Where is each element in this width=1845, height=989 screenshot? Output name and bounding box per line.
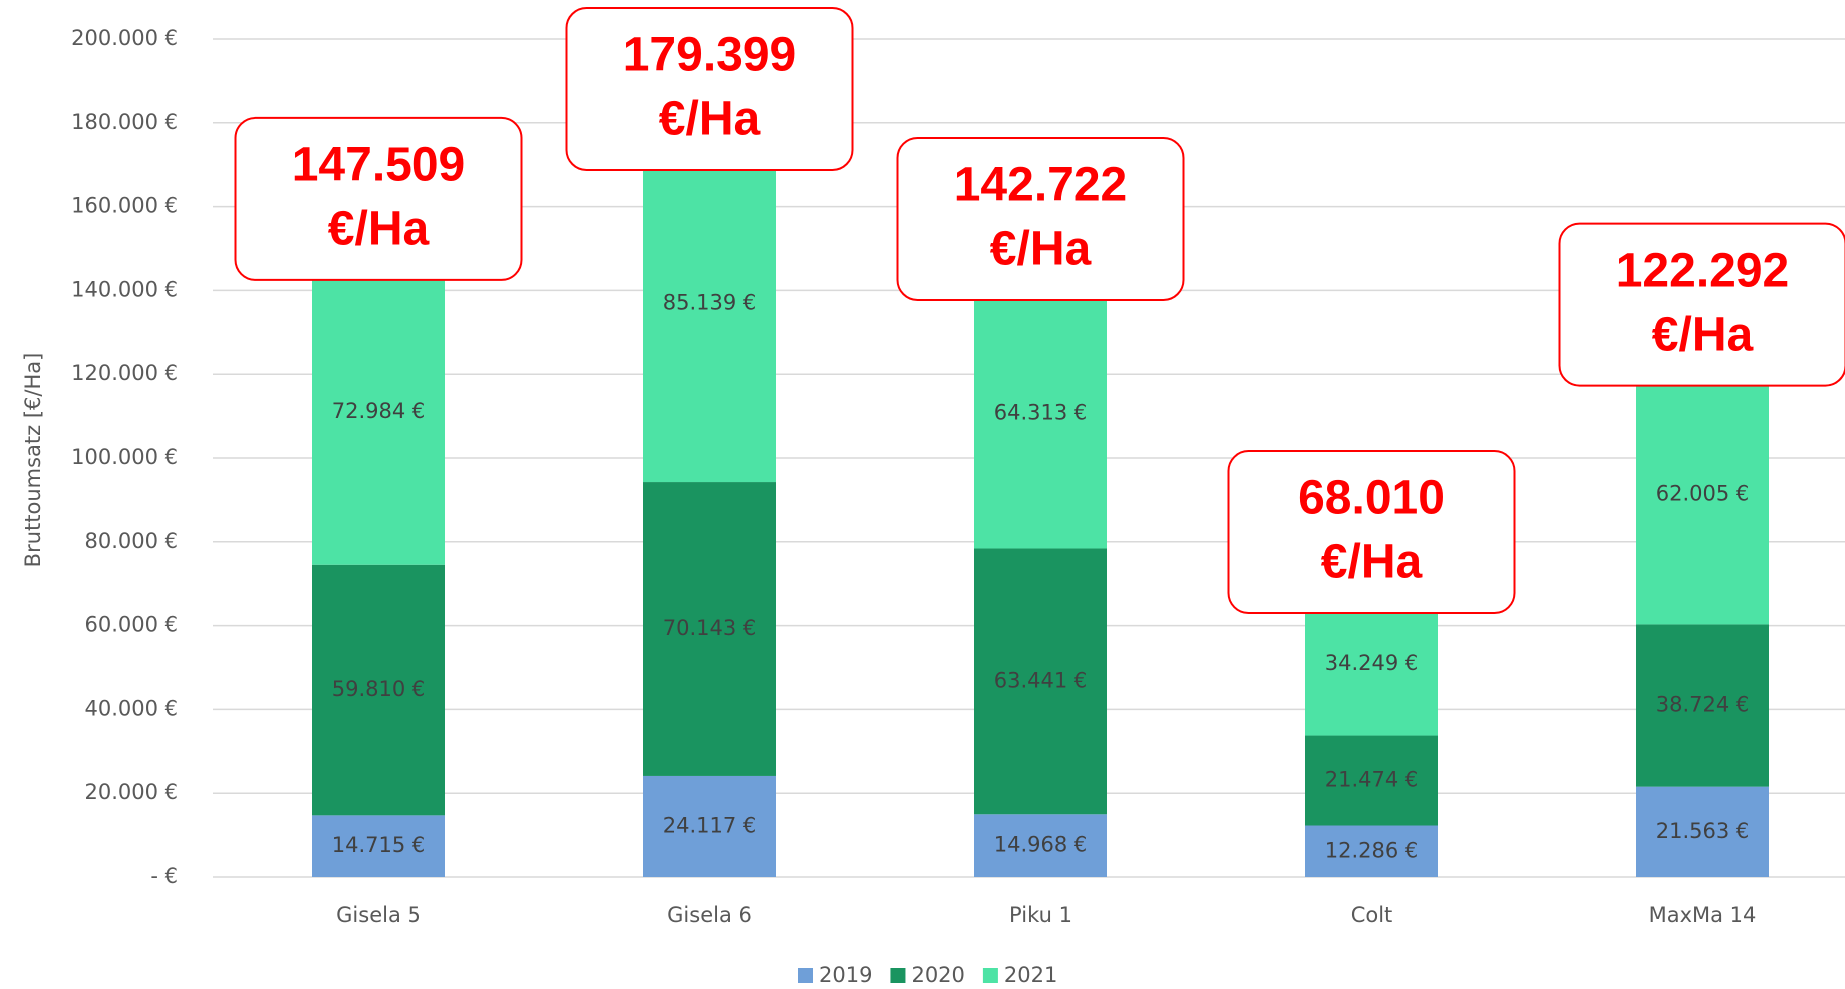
data-label: 34.249 € <box>1325 651 1419 675</box>
y-tick-label: - € <box>150 864 178 888</box>
data-label: 21.563 € <box>1656 819 1750 843</box>
bar-segment <box>1305 592 1438 736</box>
data-label: 14.968 € <box>994 833 1088 857</box>
total-label: 179.399 <box>623 29 797 82</box>
total-box <box>565 7 854 171</box>
y-tick-label: 140.000 € <box>71 277 178 301</box>
legend-swatch <box>798 968 813 983</box>
x-tick-label: MaxMa 14 <box>1649 903 1757 927</box>
bar-segment <box>312 815 445 877</box>
bar-segment <box>974 814 1107 877</box>
total-box <box>1558 222 1845 387</box>
legend-swatch <box>890 968 906 983</box>
bar-segment <box>1305 735 1438 826</box>
total-label: 122.292 <box>1616 244 1790 297</box>
data-label: 70.143 € <box>663 616 757 640</box>
y-tick-label: 160.000 € <box>71 194 178 218</box>
y-tick-label: 200.000 € <box>71 26 178 50</box>
y-tick-label: 100.000 € <box>71 445 178 469</box>
bar-segment <box>1305 825 1438 877</box>
y-tick-label: 40.000 € <box>84 696 178 720</box>
y-axis-title: Bruttoumsatz [€/Ha] <box>21 353 45 568</box>
legend-swatch <box>982 968 998 983</box>
bar-segment <box>1636 364 1769 625</box>
total-box <box>896 136 1185 301</box>
data-label: 85.139 € <box>663 291 757 315</box>
bar-segment <box>643 482 776 776</box>
data-label: 62.005 € <box>1656 481 1750 505</box>
data-label: 63.441 € <box>994 668 1088 692</box>
legend-label: 2019 <box>819 963 872 987</box>
bar-segment <box>1636 624 1769 787</box>
data-label: 64.313 € <box>994 401 1088 425</box>
x-tick-label: Gisela 5 <box>336 903 421 927</box>
data-label: 12.286 € <box>1325 838 1419 862</box>
total-unit: €/Ha <box>1321 536 1423 589</box>
y-tick-label: 60.000 € <box>84 613 178 637</box>
total-unit: €/Ha <box>328 203 430 256</box>
x-tick-label: Piku 1 <box>1009 903 1072 927</box>
data-label: 59.810 € <box>332 677 426 701</box>
total-box <box>234 116 523 281</box>
data-label: 72.984 € <box>332 399 426 423</box>
bar-segment <box>312 258 445 565</box>
y-tick-label: 180.000 € <box>71 110 178 134</box>
legend-label: 2021 <box>1004 963 1057 987</box>
total-label: 142.722 <box>954 159 1128 212</box>
legend-label: 2020 <box>911 963 964 987</box>
bar-segment <box>643 125 776 483</box>
total-box <box>1227 450 1516 615</box>
y-tick-label: 120.000 € <box>71 361 178 385</box>
data-label: 14.715 € <box>332 833 426 857</box>
bar-segment <box>974 548 1107 815</box>
data-label: 38.724 € <box>1656 693 1750 717</box>
bar-segment <box>1636 786 1769 877</box>
total-unit: €/Ha <box>659 93 761 146</box>
bar-segment <box>974 278 1107 549</box>
total-label: 68.010 <box>1298 472 1445 525</box>
y-tick-label: 20.000 € <box>84 780 178 804</box>
y-tick-label: 80.000 € <box>84 529 178 553</box>
total-unit: €/Ha <box>990 223 1092 276</box>
data-label: 24.117 € <box>663 813 757 837</box>
data-label: 21.474 € <box>1325 768 1419 792</box>
x-tick-label: Gisela 6 <box>667 903 752 927</box>
bar-segment <box>312 564 445 816</box>
total-label: 147.509 <box>292 139 466 192</box>
total-unit: €/Ha <box>1652 308 1754 361</box>
bar-segment <box>643 775 776 877</box>
x-tick-label: Colt <box>1351 903 1393 927</box>
